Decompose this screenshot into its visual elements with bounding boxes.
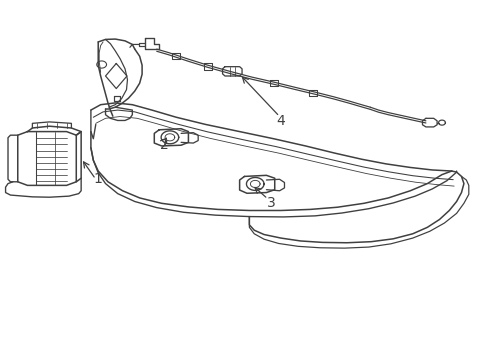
Text: 4: 4 bbox=[276, 114, 285, 128]
Text: 1: 1 bbox=[94, 172, 102, 186]
Text: 2: 2 bbox=[160, 138, 168, 152]
Text: 3: 3 bbox=[266, 196, 275, 210]
